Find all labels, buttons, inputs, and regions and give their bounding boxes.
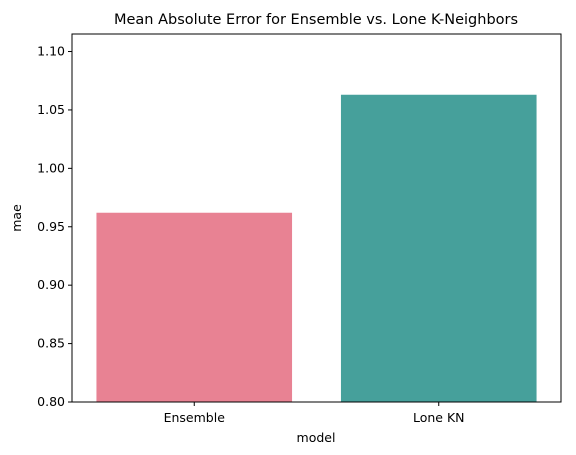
bar-ensemble	[96, 212, 293, 402]
y-tick-label: 1.00	[37, 160, 65, 175]
y-tick-label: 0.85	[37, 336, 65, 351]
bar-lone-kn	[340, 94, 537, 402]
y-tick-label: 0.90	[37, 277, 65, 292]
y-tick-label: 1.05	[37, 102, 65, 117]
chart-title: Mean Absolute Error for Ensemble vs. Lon…	[114, 12, 518, 28]
x-tick-label: Lone KN	[413, 410, 465, 425]
x-axis: Ensemble Lone KN	[164, 402, 465, 425]
y-tick-label: 1.10	[37, 44, 65, 59]
x-tick-label: Ensemble	[164, 410, 226, 425]
y-axis-label: mae	[9, 204, 24, 232]
plot-frame	[71, 33, 562, 403]
y-tick-label: 0.80	[37, 394, 65, 409]
y-axis: 0.80 0.85 0.90 0.95 1.00 1.05 1.10	[37, 44, 72, 409]
bars-group	[96, 94, 537, 402]
y-tick-label: 0.95	[37, 219, 65, 234]
x-axis-label: model	[297, 430, 336, 445]
